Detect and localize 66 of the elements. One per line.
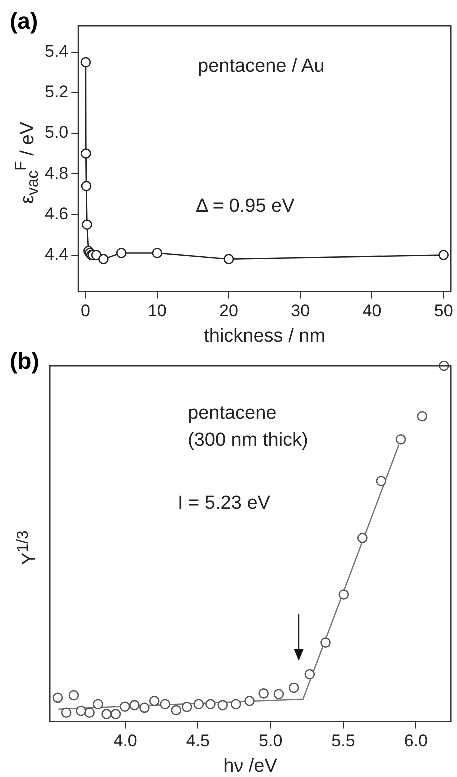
point: [320, 638, 331, 648]
point: [338, 590, 350, 600]
y-tick-label: 5.2: [44, 82, 69, 102]
point: [218, 700, 228, 711]
point: [417, 411, 428, 422]
x-axis-title: thickness / nm: [204, 326, 326, 347]
point: [396, 434, 406, 445]
point: [376, 476, 387, 486]
point: [288, 682, 300, 694]
y-tick-label: 4.8: [44, 164, 69, 183]
point: [102, 709, 112, 720]
x-tick-label: 50: [434, 302, 454, 321]
y-tick-label: 5.4: [44, 42, 69, 62]
chart-title: (b): [10, 348, 40, 375]
point: [98, 254, 109, 264]
annotation: pentacene / Au: [198, 56, 325, 78]
point: [91, 250, 102, 260]
x-tick-label: 0: [81, 302, 91, 321]
point: [244, 696, 255, 706]
point: [81, 148, 92, 159]
point: [76, 706, 86, 716]
annotation: I = 5.23 eV: [178, 493, 270, 515]
annotation: (300 nm thick): [188, 430, 308, 452]
point: [52, 692, 64, 704]
point: [149, 696, 160, 706]
x-tick-label: 30: [291, 302, 310, 321]
point: [438, 250, 449, 260]
y-tick-label: 5.0: [44, 123, 69, 142]
x-axis-title: hν /eV: [224, 756, 278, 777]
point: [206, 699, 216, 710]
point: [304, 669, 316, 680]
point: [120, 702, 130, 712]
point: [68, 690, 80, 701]
point: [81, 181, 92, 192]
point: [93, 699, 104, 710]
point: [80, 57, 92, 68]
x-tick-label: 6.0: [404, 732, 428, 751]
point: [358, 533, 368, 544]
point: [182, 702, 192, 712]
point: [140, 702, 150, 714]
annotation: pentacene: [188, 403, 277, 425]
point: [274, 689, 284, 700]
point: [194, 699, 204, 710]
point: [230, 699, 242, 710]
x-tick-label: 5.5: [332, 732, 356, 751]
x-tick-label: 10: [148, 302, 167, 321]
point: [258, 688, 270, 699]
point: [82, 220, 92, 230]
x-tick-label: 20: [220, 302, 238, 321]
x-tick-label: 40: [362, 302, 382, 321]
point: [130, 700, 140, 711]
x-tick-label: 5.0: [259, 732, 283, 751]
y-tick-label: 4.4: [44, 244, 69, 264]
point: [152, 248, 163, 258]
y-tick-label: 4.6: [44, 204, 69, 224]
point: [84, 708, 95, 718]
point: [171, 705, 182, 716]
annotation: Δ = 0.95 eV: [196, 196, 295, 218]
x-tick-label: 4.5: [186, 732, 210, 751]
point: [160, 699, 171, 710]
chart-title: (a): [10, 8, 38, 35]
point: [110, 709, 122, 720]
point: [61, 708, 72, 718]
point: [116, 248, 127, 258]
point: [224, 254, 234, 264]
x-tick-label: 4.0: [114, 732, 138, 751]
